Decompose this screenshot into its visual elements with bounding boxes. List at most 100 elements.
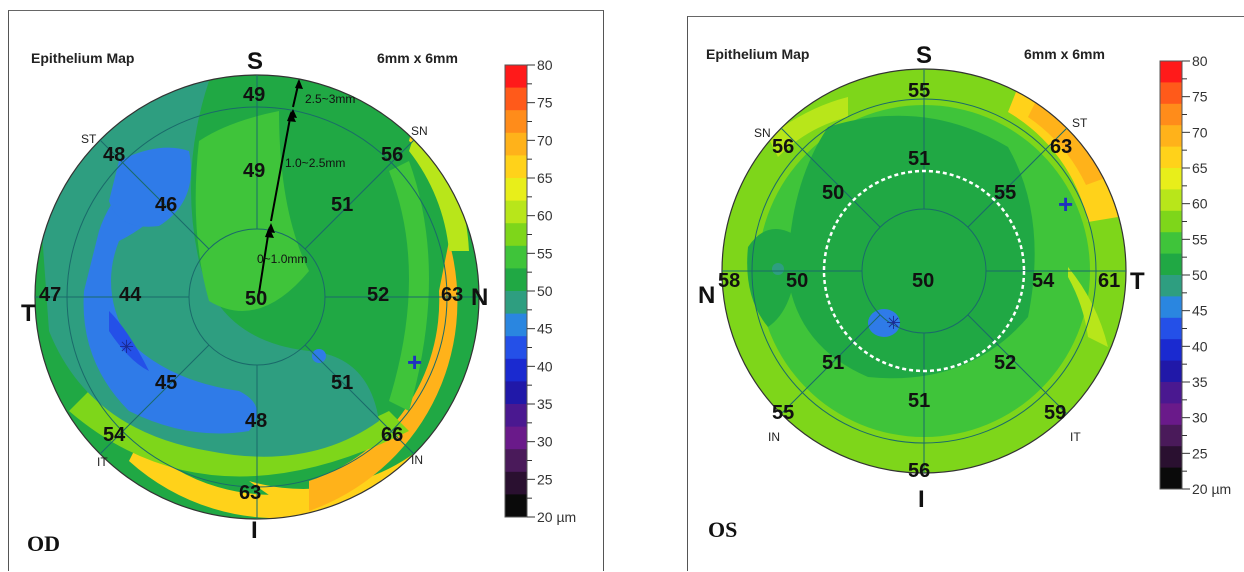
- od-color-scale: 80 75 70 65 60 55 50 45 40 35 30 25 20 µm: [504, 57, 576, 525]
- od-scale-segment: [505, 449, 527, 473]
- os-map-title: Epithelium Map: [706, 46, 809, 62]
- os-val-in-mid: 51: [822, 352, 844, 374]
- os-val-s-mid: 51: [908, 148, 930, 170]
- od-scale-segment: [505, 471, 527, 495]
- os-val-n-mid: 50: [786, 270, 808, 292]
- od-zone-inner-label: 0~1.0mm: [257, 252, 307, 266]
- od-scale-segment: [505, 155, 527, 179]
- od-scale-label: 80: [537, 57, 553, 73]
- os-val-in-outer: 55: [772, 402, 794, 424]
- os-dir-nasal: N: [698, 282, 715, 309]
- os-dir-inferior: I: [918, 486, 925, 513]
- od-pupil-star-icon: ✳: [119, 337, 134, 357]
- os-scale-segment: [1160, 296, 1182, 319]
- os-scale-label: 35: [1192, 374, 1208, 390]
- os-scale-segment: [1160, 125, 1182, 148]
- os-panel: Epithelium Map 6mm x 6mm: [687, 16, 1244, 571]
- od-scale-segment: [505, 110, 527, 134]
- od-val-st-mid: 46: [155, 194, 177, 216]
- os-val-center: 50: [912, 270, 934, 292]
- od-arrow-heads: [265, 79, 303, 238]
- os-dir-st: ST: [1072, 116, 1088, 130]
- od-val-center: 50: [245, 288, 267, 310]
- od-val-it-outer: 54: [103, 424, 126, 446]
- od-zone-middle-label: 1.0~2.5mm: [285, 156, 345, 170]
- os-val-s-outer: 55: [908, 80, 930, 102]
- od-scale-label: 75: [537, 95, 553, 111]
- od-scale-segment: [505, 358, 527, 382]
- os-val-i-outer: 56: [908, 460, 930, 482]
- os-scale-label: 45: [1192, 303, 1208, 319]
- od-scale-label: 65: [537, 170, 553, 186]
- os-scale-label: 60: [1192, 196, 1208, 212]
- od-scale-label: 55: [537, 245, 553, 261]
- od-val-it-mid: 45: [155, 372, 177, 394]
- os-dashed-ring: [822, 169, 1026, 373]
- os-scale-segment: [1160, 382, 1182, 404]
- od-val-sn-mid: 51: [331, 194, 353, 216]
- os-val-t-mid: 54: [1032, 270, 1055, 292]
- od-panel: Epithelium Map 6mm x 6mm: [8, 10, 604, 571]
- os-val-n-outer: 58: [718, 270, 740, 292]
- od-scale-segment: [505, 65, 527, 89]
- os-val-t-outer: 61: [1098, 270, 1120, 292]
- od-scale-segment: [505, 426, 527, 450]
- od-eye-label: OD: [27, 531, 60, 556]
- od-scale-segment: [505, 404, 527, 428]
- od-dir-in: IN: [411, 453, 423, 467]
- os-scale-segment: [1160, 232, 1182, 255]
- od-dir-it: IT: [97, 455, 108, 469]
- os-scale-label: 75: [1192, 89, 1208, 105]
- od-dir-sn: SN: [411, 124, 428, 138]
- od-apex-plus-icon: +: [407, 347, 422, 377]
- od-val-i-outer: 63: [239, 482, 261, 504]
- os-scale-segment: [1160, 168, 1182, 190]
- od-scale-segment: [505, 132, 527, 156]
- od-val-t-mid: 44: [119, 284, 142, 306]
- os-scale-segment: [1160, 61, 1182, 83]
- od-scale-label: 35: [537, 396, 553, 412]
- od-scale-label: 45: [537, 321, 553, 337]
- os-map-svg: Epithelium Map 6mm x 6mm: [698, 42, 1231, 542]
- os-scale-segment: [1160, 103, 1182, 126]
- os-scale-label: 30: [1192, 410, 1208, 426]
- od-scale-segment: [505, 223, 527, 247]
- od-scale-segment: [505, 245, 527, 269]
- os-scale-segment: [1160, 446, 1182, 469]
- od-scale-segment: [505, 381, 527, 405]
- os-scale-segment: [1160, 360, 1182, 383]
- os-color-scale: 80 75 70 65 60 55 50 45 40 35 30 25 20 µm: [1159, 53, 1231, 497]
- os-scale-label: 65: [1192, 160, 1208, 176]
- os-val-sn-mid: 50: [822, 182, 844, 204]
- os-scale-segment: [1160, 210, 1182, 233]
- od-val-n-outer: 63: [441, 284, 463, 306]
- os-scale-segment: [1160, 82, 1182, 105]
- od-scale-label: 30: [537, 434, 553, 450]
- os-scale-segment: [1160, 275, 1182, 297]
- od-scale-segment: [505, 291, 527, 315]
- od-dir-nasal: N: [471, 284, 488, 311]
- os-scale-segment: [1160, 339, 1182, 362]
- os-val-i-mid: 51: [908, 390, 930, 412]
- od-val-st-outer: 48: [103, 144, 125, 166]
- os-scale-segment: [1160, 467, 1182, 490]
- os-grid: [721, 68, 1127, 474]
- os-scale-segment: [1160, 403, 1182, 426]
- od-grid: [34, 74, 480, 520]
- od-scale-segment: [505, 268, 527, 292]
- od-dir-temporal: T: [21, 300, 36, 327]
- od-scale-segment: [505, 494, 527, 518]
- os-apex-plus-icon: +: [1058, 189, 1073, 219]
- od-val-i-mid: 48: [245, 410, 267, 432]
- od-dir-st: ST: [81, 132, 97, 146]
- os-dir-superior: S: [916, 42, 932, 69]
- os-dir-it: IT: [1070, 430, 1081, 444]
- od-map-title: Epithelium Map: [31, 50, 134, 66]
- od-scale-label: 60: [537, 208, 553, 224]
- os-eye-label: OS: [708, 517, 737, 542]
- od-zone-outer-label: 2.5~3mm: [305, 92, 355, 106]
- os-val-sn-outer: 56: [772, 136, 794, 158]
- os-scale-label: 80: [1192, 53, 1208, 69]
- os-scale-label: 70: [1192, 124, 1208, 140]
- od-dir-inferior: I: [251, 517, 258, 544]
